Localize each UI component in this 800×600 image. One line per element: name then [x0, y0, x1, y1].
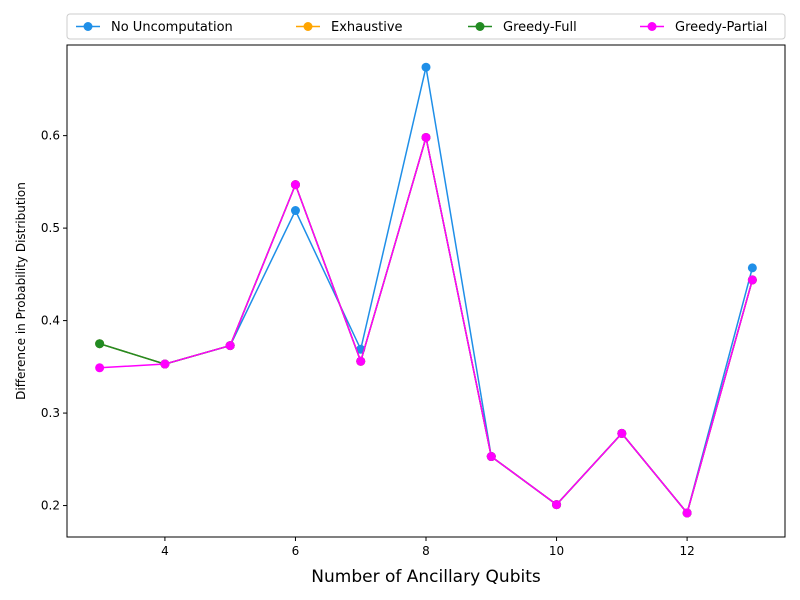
- x-tick-label: 12: [679, 544, 694, 558]
- data-point: [95, 363, 105, 373]
- data-point: [95, 339, 105, 349]
- data-point: [421, 132, 431, 142]
- series-line: [99, 137, 754, 515]
- legend-label: Greedy-Full: [503, 20, 577, 35]
- legend-swatch-marker: [83, 22, 93, 31]
- data-point: [682, 508, 692, 518]
- series-line: [99, 137, 754, 515]
- data-point: [356, 356, 366, 366]
- legend-swatch-marker: [303, 22, 313, 31]
- y-axis-title: Difference in Probability Distribution: [14, 182, 28, 400]
- data-point: [225, 341, 235, 351]
- data-point: [617, 428, 627, 438]
- legend-entry: Greedy-Full: [468, 20, 577, 35]
- x-tick-label: 6: [292, 544, 300, 558]
- legend-swatch-marker: [475, 22, 485, 31]
- legend-entry: No Uncomputation: [76, 20, 233, 35]
- data-point: [552, 500, 562, 510]
- plot-lines: [95, 62, 757, 518]
- data-point: [160, 359, 170, 369]
- legend-label: Greedy-Partial: [675, 20, 767, 35]
- series-greedy-full: [95, 132, 757, 518]
- legend-box: [66, 13, 786, 40]
- data-point: [747, 263, 757, 273]
- data-point: [486, 452, 496, 462]
- y-tick-label: 0.3: [41, 406, 60, 420]
- data-point: [290, 180, 300, 190]
- y-tick-label: 0.2: [41, 499, 60, 513]
- series-no-uncomputation: [95, 62, 757, 518]
- y-axis-ticks: 0.2 0.3 0.4 0.5 0.6: [41, 129, 67, 513]
- plot-frame: [66, 44, 786, 538]
- legend-label: Exhaustive: [331, 20, 403, 35]
- x-axis-title: Number of Ancillary Qubits: [311, 567, 541, 587]
- x-tick-label: 8: [422, 544, 430, 558]
- series-greedy-partial: [95, 132, 757, 518]
- data-point: [290, 206, 300, 216]
- legend-label: No Uncomputation: [111, 20, 233, 35]
- series-exhaustive: [95, 132, 757, 518]
- x-tick-label: 4: [161, 544, 169, 558]
- legend: No Uncomputation Exhaustive Greedy-Full Gre…: [66, 13, 786, 40]
- y-tick-label: 0.4: [41, 314, 60, 328]
- legend-swatch-marker: [647, 22, 657, 31]
- data-point: [421, 62, 431, 72]
- legend-entry: Greedy-Partial: [640, 20, 767, 35]
- x-axis-ticks: 4 6 8 10 12: [161, 537, 695, 558]
- legend-entry: Exhaustive: [296, 20, 403, 35]
- y-tick-label: 0.6: [41, 129, 60, 143]
- x-tick-label: 10: [549, 544, 564, 558]
- series-line: [99, 137, 754, 515]
- y-tick-label: 0.5: [41, 221, 60, 235]
- data-point: [747, 275, 757, 285]
